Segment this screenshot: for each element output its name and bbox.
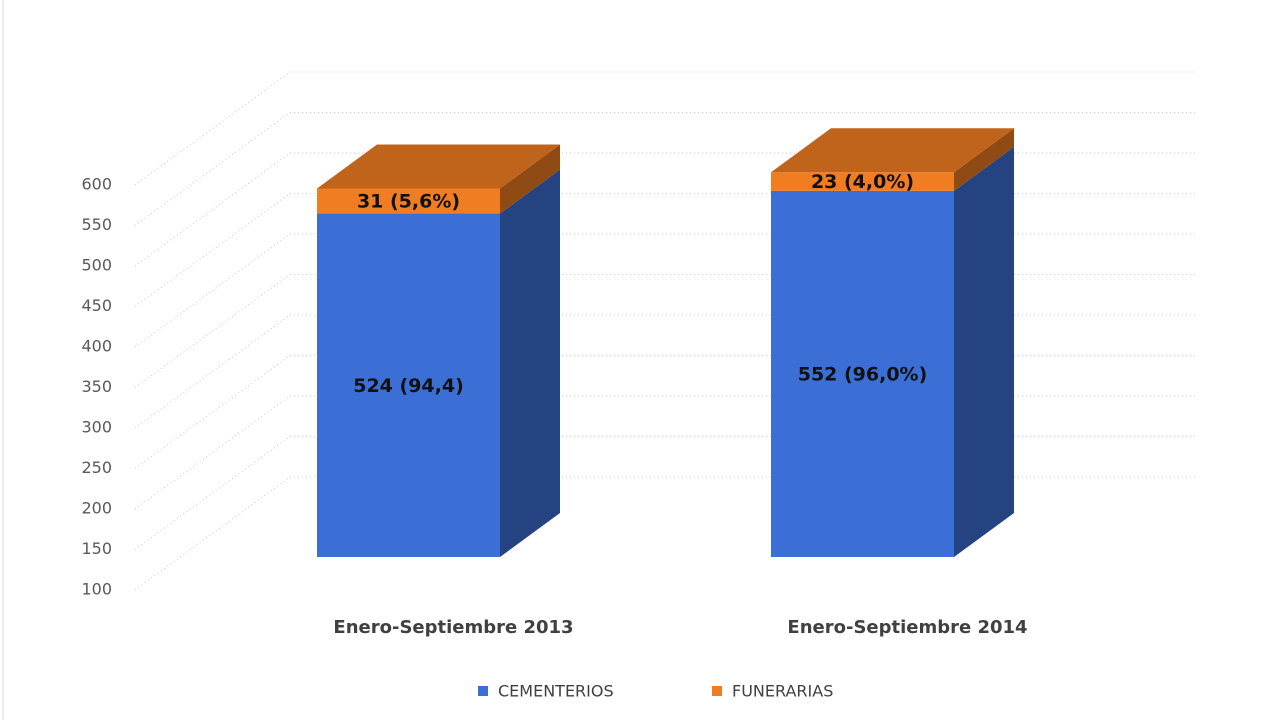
- y-tick-label: 400: [81, 337, 112, 356]
- bar: [771, 190, 954, 557]
- grid-line: [134, 112, 1195, 226]
- y-tick-label: 600: [81, 175, 112, 194]
- bar-side: [500, 144, 560, 214]
- bar-top: [317, 144, 560, 189]
- legend-label: FUNERARIAS: [732, 682, 833, 701]
- y-tick-label: 250: [81, 458, 112, 477]
- y-tick-label: 100: [81, 580, 112, 599]
- grid-line: [134, 274, 1195, 388]
- grid-line: [134, 71, 1195, 186]
- y-tick-label: 200: [81, 499, 112, 518]
- grid-line: [134, 314, 1195, 429]
- bar-side: [500, 169, 560, 557]
- y-tick-label: 300: [81, 418, 112, 437]
- value-label: 552 (96,0%): [798, 363, 928, 385]
- bar-top: [771, 128, 1014, 173]
- legend-label: CEMENTERIOS: [498, 682, 614, 701]
- bar: [317, 188, 500, 214]
- bar: [771, 172, 954, 191]
- y-tick-label: 450: [81, 296, 112, 315]
- grid-line: [134, 476, 1195, 591]
- legend-swatch: [478, 686, 488, 696]
- y-tick-label: 550: [81, 215, 112, 234]
- bar-side: [954, 146, 1014, 557]
- legend-swatch: [712, 686, 722, 696]
- grid-line: [134, 233, 1195, 348]
- y-tick-label: 350: [81, 377, 112, 396]
- x-tick-label: Enero-Septiembre 2014: [787, 617, 1027, 638]
- grid-line: [134, 152, 1195, 267]
- grid-line: [134, 436, 1195, 550]
- grid-line: [134, 355, 1195, 469]
- y-tick-label: 500: [81, 256, 112, 275]
- y-tick-label: 150: [81, 539, 112, 558]
- value-label: 31 (5,6%): [357, 191, 460, 213]
- bar: [317, 213, 500, 557]
- x-tick-label: Enero-Septiembre 2013: [333, 617, 573, 638]
- value-label: 23 (4,0%): [811, 171, 914, 193]
- grid-line: [134, 395, 1195, 510]
- value-label: 524 (94,4): [353, 375, 464, 397]
- grid-line: [134, 193, 1195, 307]
- bar-side: [954, 128, 1014, 191]
